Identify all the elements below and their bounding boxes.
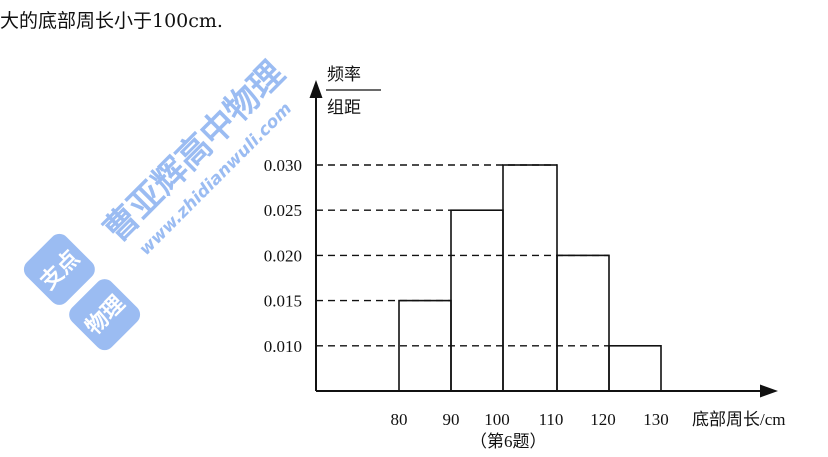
- histogram-bar: [450, 209, 504, 392]
- histogram-bar: [556, 254, 610, 392]
- axes: [309, 80, 778, 398]
- x-axis-label: 底部周长/cm: [692, 410, 786, 429]
- x-tick-label: 80: [391, 410, 408, 429]
- y-tick-label: 0.015: [264, 292, 302, 311]
- y-label-denominator: 组距: [327, 98, 361, 117]
- x-axis-arrow: [760, 384, 778, 398]
- x-tick-label: 100: [484, 410, 510, 429]
- header-text: 大的底部周长小于100cm.: [0, 10, 223, 32]
- x-tick-label: 130: [643, 410, 669, 429]
- histogram-bars: [398, 164, 662, 392]
- y-axis-arrow: [309, 80, 323, 98]
- x-tick-labels: 80 90 100 110 120 130: [391, 410, 669, 429]
- x-tick-label: 120: [590, 410, 616, 429]
- y-tick-label: 0.025: [264, 201, 302, 220]
- histogram-bar: [608, 344, 662, 392]
- histogram-bar: [502, 164, 558, 392]
- y-label-numerator: 频率: [327, 65, 361, 84]
- x-tick-label: 90: [443, 410, 460, 429]
- y-tick-label: 0.020: [264, 246, 302, 265]
- y-tick-label: 0.030: [264, 156, 302, 175]
- y-tick-labels: 0.010 0.015 0.020 0.025 0.030: [264, 156, 302, 356]
- x-tick-label: 110: [539, 410, 564, 429]
- figure-caption: （第6题）: [470, 432, 547, 451]
- y-tick-label: 0.010: [264, 337, 302, 356]
